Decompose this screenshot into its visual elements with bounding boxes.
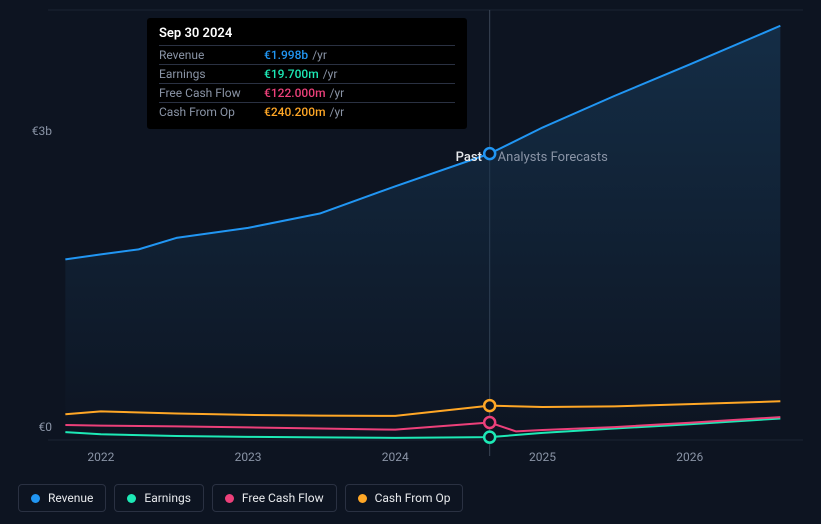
xtick: 2025 bbox=[529, 450, 556, 464]
legend: Revenue Earnings Free Cash Flow Cash From O… bbox=[18, 484, 463, 512]
marker bbox=[484, 148, 495, 159]
tooltip-row: Revenue€1.998b/yr bbox=[159, 45, 455, 64]
xtick: 2022 bbox=[87, 450, 114, 464]
legend-item-earnings[interactable]: Earnings bbox=[114, 484, 204, 512]
legend-label: Revenue bbox=[48, 491, 93, 505]
legend-dot bbox=[31, 494, 40, 503]
tooltip-row-label: Free Cash Flow bbox=[159, 86, 264, 100]
legend-label: Earnings bbox=[144, 491, 191, 505]
legend-label: Cash From Op bbox=[375, 491, 451, 505]
xtick: 2026 bbox=[676, 450, 703, 464]
legend-item-revenue[interactable]: Revenue bbox=[18, 484, 106, 512]
legend-item-cash-from-op[interactable]: Cash From Op bbox=[345, 484, 464, 512]
tooltip-row-label: Revenue bbox=[159, 48, 264, 62]
tooltip-row-unit: /yr bbox=[330, 105, 345, 119]
past-label: Past bbox=[456, 150, 482, 165]
legend-dot bbox=[225, 494, 234, 503]
tooltip: Sep 30 2024 Revenue€1.998b/yrEarnings€19… bbox=[147, 18, 467, 129]
tooltip-row-label: Cash From Op bbox=[159, 105, 264, 119]
marker bbox=[484, 400, 495, 411]
tooltip-row: Free Cash Flow€122.000m/yr bbox=[159, 83, 455, 102]
legend-label: Free Cash Flow bbox=[242, 491, 324, 505]
xtick: 2023 bbox=[235, 450, 262, 464]
tooltip-row-value: €19.700m bbox=[264, 67, 319, 81]
legend-dot bbox=[358, 494, 367, 503]
tooltip-row: Cash From Op€240.200m/yr bbox=[159, 102, 455, 121]
tooltip-row-value: €122.000m bbox=[264, 86, 326, 100]
tooltip-row-value: €1.998b bbox=[264, 48, 308, 62]
marker bbox=[484, 417, 495, 428]
marker bbox=[484, 432, 495, 443]
tooltip-row: Earnings€19.700m/yr bbox=[159, 64, 455, 83]
tooltip-row-value: €240.200m bbox=[264, 105, 326, 119]
tooltip-row-unit: /yr bbox=[330, 86, 345, 100]
tooltip-row-unit: /yr bbox=[312, 48, 327, 62]
tooltip-row-unit: /yr bbox=[323, 67, 338, 81]
legend-dot bbox=[127, 494, 136, 503]
tooltip-title: Sep 30 2024 bbox=[159, 26, 455, 41]
tooltip-row-label: Earnings bbox=[159, 67, 264, 81]
chart-container: €3b €0 Past Analysts Forecasts 202220232… bbox=[0, 0, 821, 524]
forecast-label: Analysts Forecasts bbox=[498, 150, 608, 165]
xtick: 2024 bbox=[382, 450, 409, 464]
legend-item-free-cash-flow[interactable]: Free Cash Flow bbox=[212, 484, 337, 512]
